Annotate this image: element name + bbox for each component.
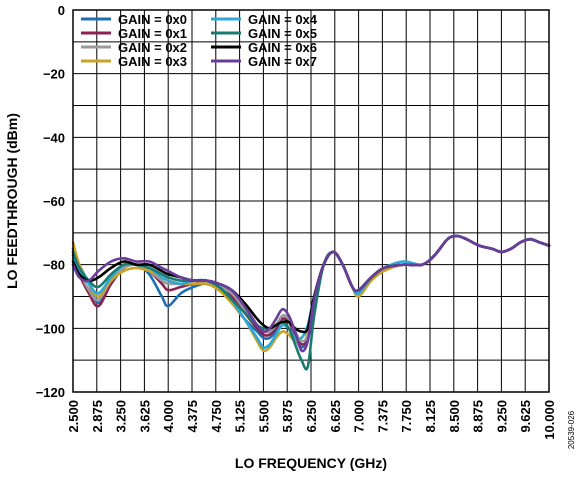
y-tick-labels: 0 −20 −40 −60 −80 −100 −120 (36, 3, 65, 400)
x-tick-label: 7.750 (399, 400, 414, 433)
x-tick-label: 3.625 (137, 400, 152, 433)
x-tick-label: 8.875 (471, 400, 486, 433)
x-tick-label: 7.375 (375, 400, 390, 433)
x-tick-label: 5.125 (233, 400, 248, 433)
legend-entry: GAIN = 0x1 (118, 26, 187, 41)
legend-entry: GAIN = 0x0 (118, 12, 187, 27)
y-tick-label: −20 (43, 67, 65, 82)
x-tick-label: 4.000 (161, 400, 176, 433)
x-tick-label: 2.875 (90, 400, 105, 433)
legend-entry: GAIN = 0x6 (248, 40, 317, 55)
y-axis-label: LO FEEDTHROUGH (dBm) (4, 113, 20, 289)
legend-entry: GAIN = 0x5 (248, 26, 317, 41)
series-line-7 (71, 234, 551, 353)
x-tick-label: 10.000 (542, 400, 557, 440)
x-tick-label: 8.500 (447, 400, 462, 433)
x-axis-label: LO FREQUENCY (GHz) (235, 455, 387, 471)
legend-entry: GAIN = 0x2 (118, 40, 187, 55)
legend-entry: GAIN = 0x4 (248, 12, 318, 27)
x-tick-label: 4.375 (185, 400, 200, 433)
legend-entry: GAIN = 0x7 (248, 54, 317, 69)
plot-frame (72, 9, 550, 393)
x-tick-label: 6.250 (304, 400, 319, 433)
x-tick-label: 6.625 (328, 400, 343, 433)
y-tick-label: 0 (58, 3, 65, 18)
x-tick-label: 4.750 (209, 400, 224, 433)
series-layer (71, 234, 551, 371)
x-tick-label: 2.500 (66, 400, 81, 433)
x-tick-label: 5.875 (280, 400, 295, 433)
x-tick-label: 3.250 (114, 400, 129, 433)
x-tick-label: 8.125 (423, 400, 438, 433)
y-tick-label: −100 (36, 321, 65, 336)
legend-entry: GAIN = 0x3 (118, 54, 187, 69)
x-tick-label: 5.500 (256, 400, 271, 433)
y-tick-label: −60 (43, 194, 65, 209)
x-tick-label: 9.250 (494, 400, 509, 433)
y-tick-label: −80 (43, 258, 65, 273)
y-tick-label: −40 (43, 130, 65, 145)
grid (72, 9, 550, 393)
figure-id: 20539-026 (567, 410, 576, 449)
x-tick-label: 9.625 (518, 400, 533, 433)
x-tick-label: 7.000 (352, 400, 367, 433)
y-tick-label: −120 (36, 385, 65, 400)
x-tick-labels: 2.500 2.875 3.250 3.625 4.000 4.375 4.750 5.125… (66, 400, 557, 440)
